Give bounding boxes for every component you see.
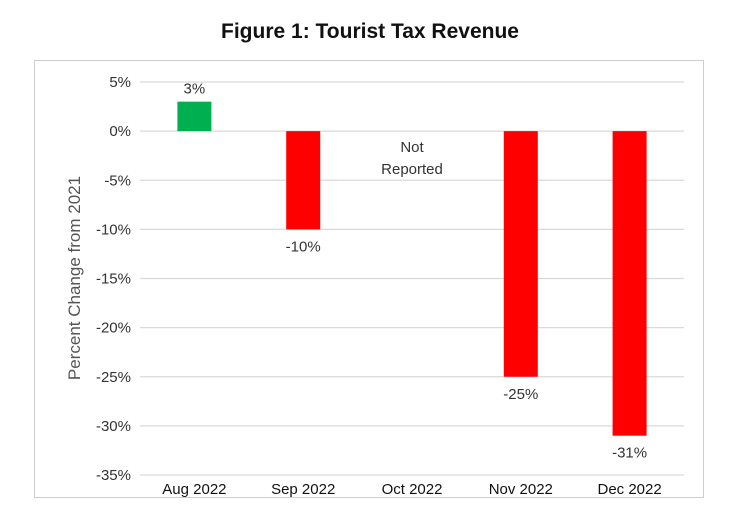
data-label: -10% (286, 238, 321, 255)
y-tick-labels: 5% 0% -5% -10% -15% -20% -25% -30% -35% (96, 74, 131, 484)
x-tick-label: Sep 2022 (271, 481, 335, 498)
y-tick-label: -5% (104, 172, 131, 189)
plot-frame (34, 60, 704, 498)
category-labels: Aug 2022 Sep 2022 Oct 2022 Nov 2022 Dec 2022 (162, 481, 661, 498)
data-label: -31% (612, 445, 647, 462)
y-tick-label: -10% (96, 221, 131, 238)
x-tick-label: Oct 2022 (382, 481, 443, 498)
y-tick-label: 5% (109, 74, 131, 91)
x-tick-label: Dec 2022 (597, 481, 661, 498)
bar-nov-2022 (503, 131, 538, 377)
chart-title: Figure 1: Tourist Tax Revenue (221, 20, 519, 43)
x-tick-label: Nov 2022 (489, 481, 553, 498)
annotation-text: Not (400, 139, 424, 156)
bar-sep-2022 (286, 131, 321, 230)
y-tick-label: -25% (96, 369, 131, 386)
data-label: -25% (503, 386, 538, 403)
y-axis-label: Percent Change from 2021 (65, 176, 84, 380)
y-tick-label: -35% (96, 467, 131, 484)
y-tick-label: 0% (109, 123, 131, 140)
y-tick-label: -15% (96, 271, 131, 288)
x-tick-label: Aug 2022 (162, 481, 226, 498)
bar-dec-2022 (612, 131, 647, 436)
bars (177, 101, 647, 436)
y-tick-label: -30% (96, 418, 131, 435)
gridlines (140, 81, 684, 476)
annotation-text: Reported (381, 161, 443, 178)
bar-aug-2022 (177, 101, 212, 132)
y-tick-label: -20% (96, 320, 131, 337)
data-labels: 3% -10% -25% -31% Not Reported (184, 81, 648, 462)
data-label: 3% (184, 81, 206, 98)
